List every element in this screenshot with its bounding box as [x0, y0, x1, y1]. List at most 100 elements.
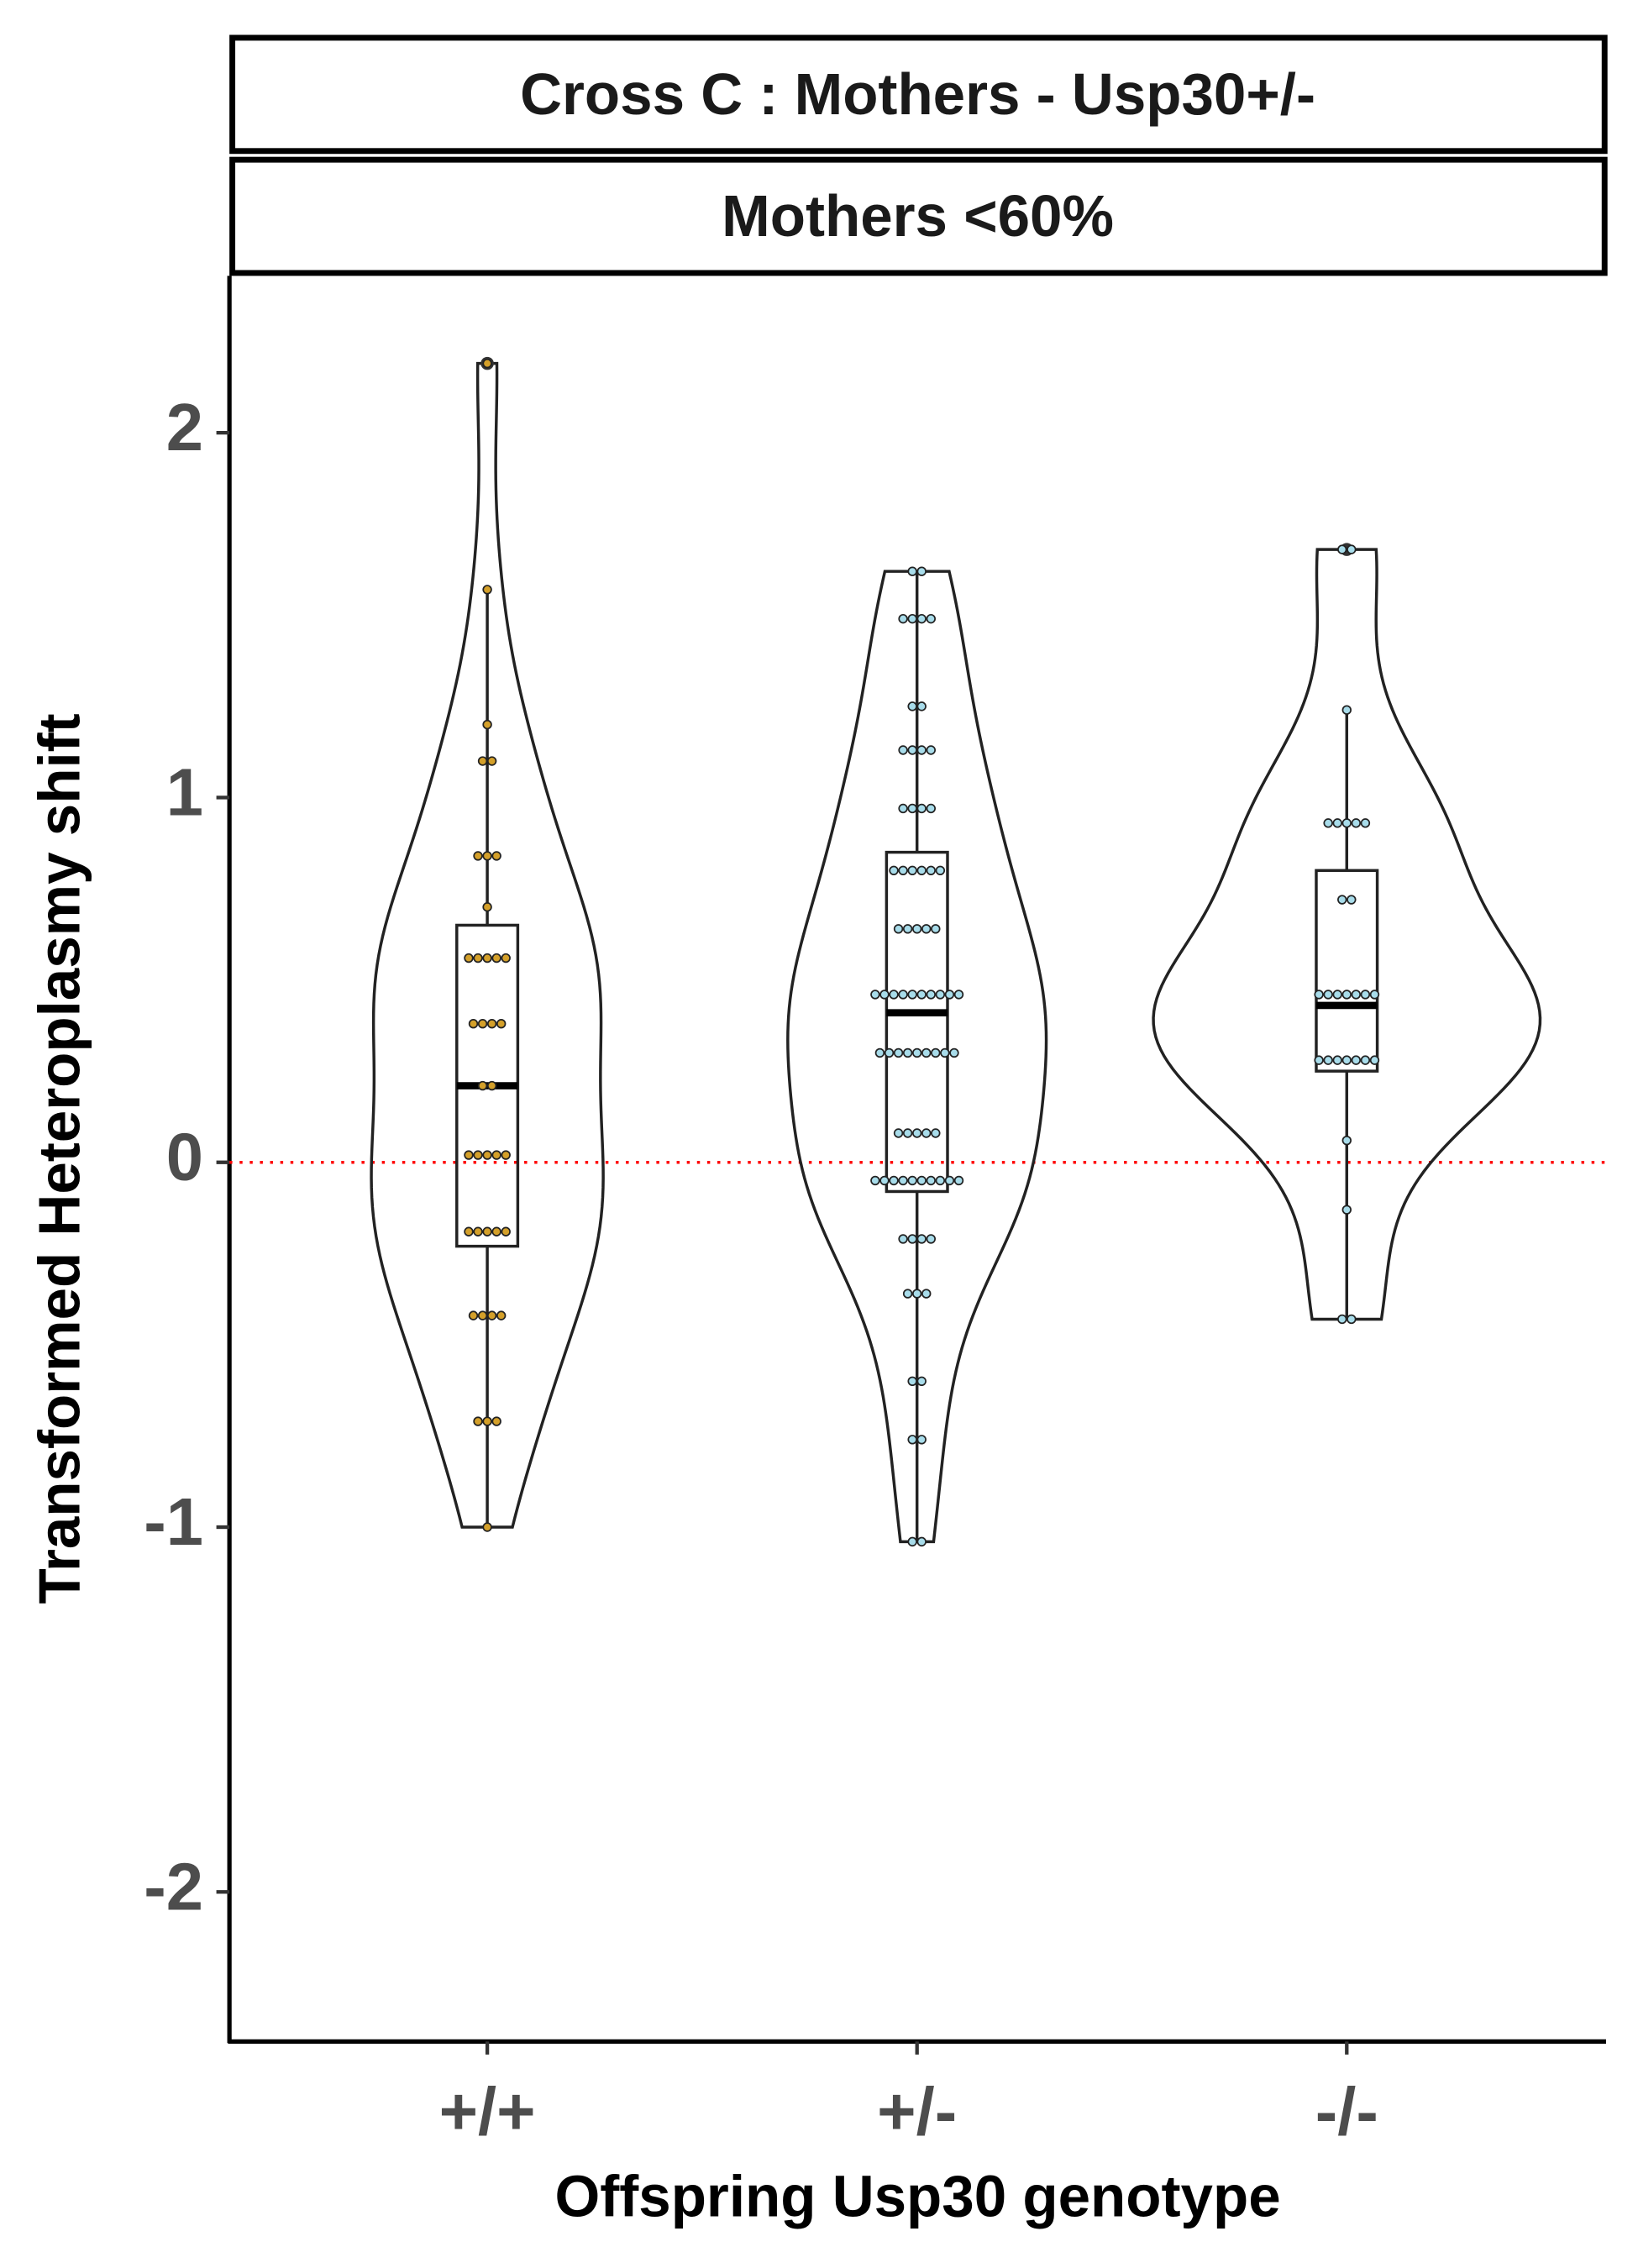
dot	[870, 990, 880, 1000]
dot	[482, 1150, 492, 1160]
dot	[916, 803, 927, 814]
dot	[902, 1128, 913, 1138]
dot	[907, 745, 917, 755]
y-tick-label: 1	[166, 754, 203, 829]
dot	[1360, 1055, 1371, 1065]
dot	[898, 990, 908, 1000]
dot	[1351, 1055, 1362, 1065]
dot	[926, 865, 936, 876]
dot	[953, 990, 964, 1000]
dot	[898, 1234, 908, 1244]
dot	[482, 1522, 492, 1532]
dot	[473, 851, 483, 861]
dot	[1369, 990, 1380, 1000]
dot	[907, 1435, 917, 1445]
dot	[889, 990, 899, 1000]
dot	[907, 566, 917, 576]
dot	[473, 1226, 483, 1236]
dot	[1332, 1055, 1342, 1065]
dot	[1341, 1205, 1352, 1215]
y-tick-label: 0	[166, 1120, 203, 1194]
dot	[916, 1435, 927, 1445]
dot	[921, 1128, 932, 1138]
dot	[902, 1289, 913, 1299]
dot	[496, 1018, 507, 1029]
dot	[482, 719, 492, 730]
dot	[482, 1416, 492, 1426]
dot	[889, 1175, 899, 1186]
dot	[482, 1226, 492, 1236]
dot	[1323, 818, 1333, 828]
dot	[916, 1536, 927, 1547]
y-tick-label: -2	[144, 1849, 203, 1924]
dot	[907, 990, 917, 1000]
dot	[486, 1310, 497, 1320]
dot	[1360, 990, 1371, 1000]
dot	[907, 1376, 917, 1387]
dot	[491, 953, 501, 963]
strip-box	[229, 156, 1608, 276]
dot	[893, 924, 904, 934]
dot	[898, 613, 908, 624]
dot	[916, 1376, 927, 1387]
x-axis-title: Offspring Usp30 genotype	[554, 2164, 1280, 2229]
x-tick-label: +/+	[439, 2074, 536, 2149]
dot	[1323, 990, 1333, 1000]
dot	[907, 865, 917, 876]
dot	[464, 1226, 474, 1236]
dot	[893, 1128, 904, 1138]
dot	[482, 585, 492, 595]
dot	[491, 1150, 501, 1160]
x-tick-label: +/-	[877, 2074, 957, 2149]
dot	[1337, 895, 1347, 905]
dot	[491, 1416, 501, 1426]
dot	[921, 1289, 932, 1299]
dot	[916, 701, 927, 711]
dot	[907, 803, 917, 814]
dot	[1341, 1055, 1352, 1065]
strip-title: Mothers <60%	[722, 183, 1114, 249]
dot	[486, 1080, 497, 1091]
dot	[1341, 1135, 1352, 1146]
dot	[879, 990, 890, 1000]
dot	[921, 1047, 932, 1058]
dot	[893, 1047, 904, 1058]
dot	[931, 924, 941, 934]
dot	[916, 745, 927, 755]
dot	[1341, 990, 1352, 1000]
dot	[935, 990, 946, 1000]
dot	[907, 1536, 917, 1547]
dot	[902, 924, 913, 934]
dot	[916, 990, 927, 1000]
dot	[1332, 990, 1342, 1000]
dot	[926, 990, 936, 1000]
dot	[884, 1047, 895, 1058]
dot	[921, 924, 932, 934]
dot	[1360, 818, 1371, 828]
dot	[473, 1416, 483, 1426]
dot	[1347, 895, 1357, 905]
dot	[1347, 544, 1357, 554]
box	[1315, 869, 1379, 1073]
dot	[1314, 990, 1324, 1000]
dot	[911, 1047, 922, 1058]
dot	[916, 865, 927, 876]
dot	[464, 953, 474, 963]
dot	[940, 1047, 950, 1058]
dot	[911, 1289, 922, 1299]
dot	[911, 1128, 922, 1138]
y-tick-label: -1	[144, 1484, 203, 1559]
dot	[473, 1150, 483, 1160]
dot	[1341, 818, 1352, 828]
dot	[916, 1234, 927, 1244]
dot	[482, 902, 492, 912]
dot	[935, 865, 946, 876]
dot	[1369, 1055, 1380, 1065]
box	[885, 850, 949, 1194]
dot	[482, 953, 492, 963]
dot	[931, 1047, 941, 1058]
dot	[926, 1234, 936, 1244]
dot	[879, 1175, 890, 1186]
dot	[907, 613, 917, 624]
